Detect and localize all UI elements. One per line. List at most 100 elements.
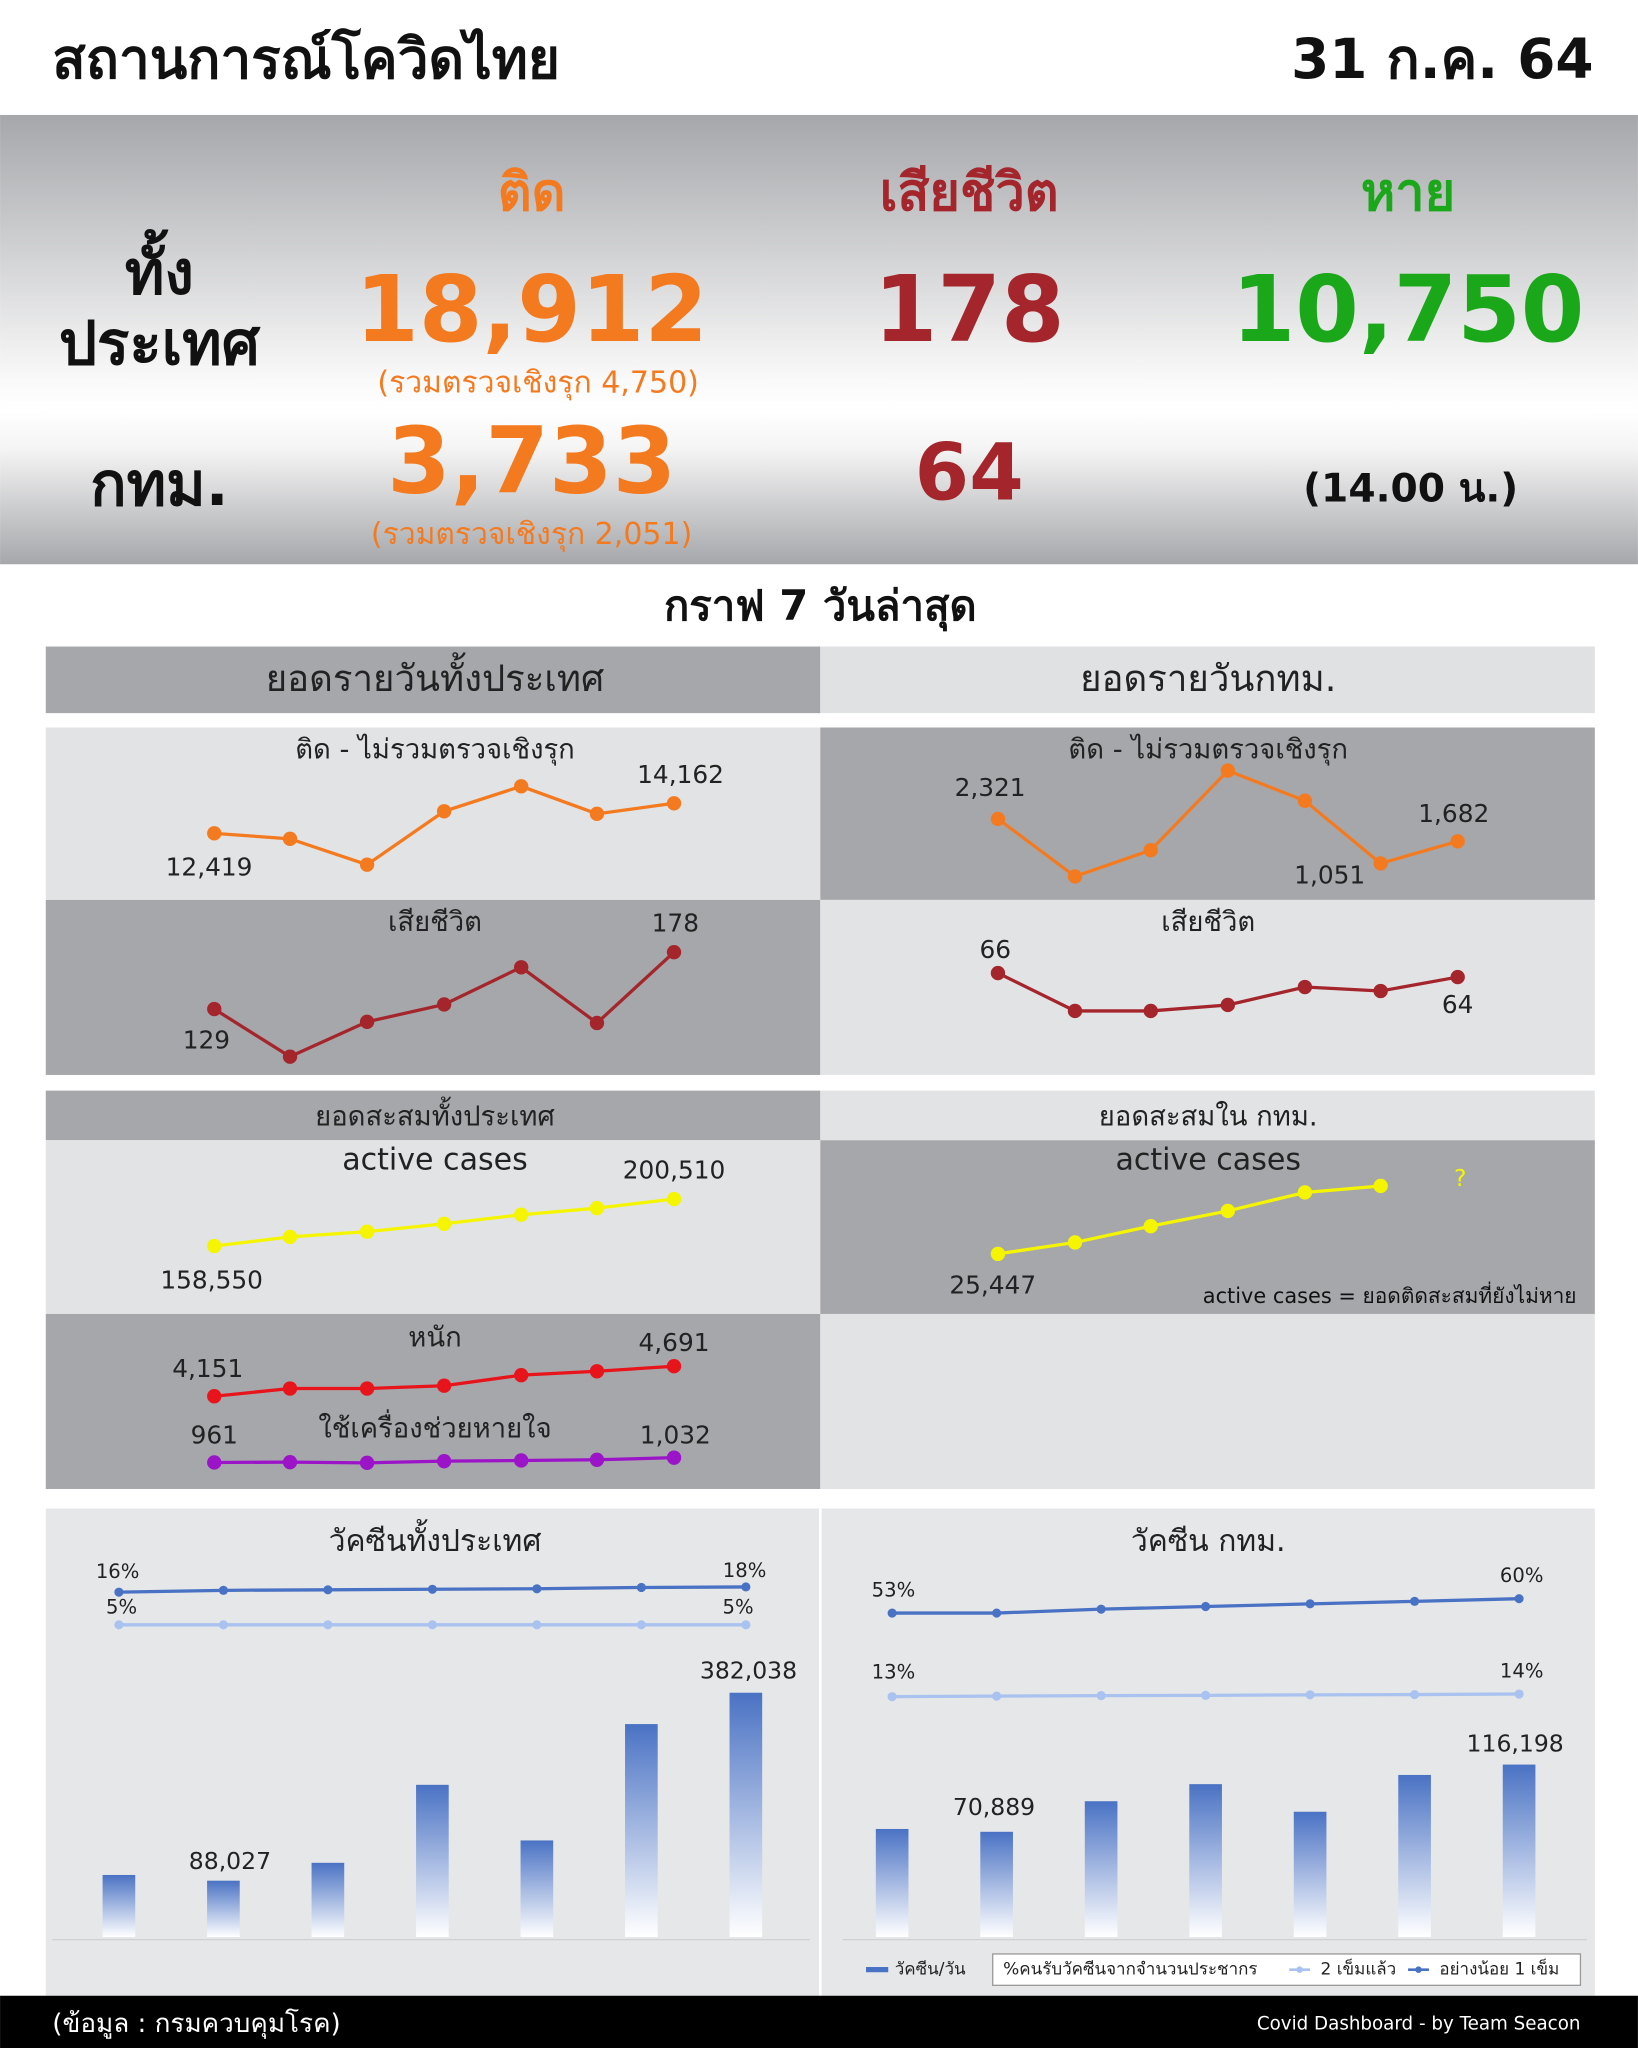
point	[282, 1049, 298, 1064]
point	[990, 1246, 1006, 1262]
data-label: 60%	[1500, 1564, 1544, 1587]
legend-title: %คนรับวัคซีนจากจำนวนประชากร	[1003, 1960, 1257, 1980]
stat-value: 3,733	[387, 407, 676, 514]
chart-title: เสียชีวิต	[1161, 907, 1255, 938]
point	[666, 1191, 682, 1207]
bar	[1398, 1774, 1431, 1937]
point	[427, 1620, 437, 1630]
point	[589, 1364, 605, 1379]
bar	[207, 1880, 240, 1937]
point	[1514, 1689, 1524, 1699]
bar	[1293, 1811, 1327, 1937]
summary-band	[0, 411, 1638, 565]
point	[1410, 1596, 1420, 1606]
point	[514, 779, 529, 794]
point	[207, 826, 222, 841]
point	[636, 1582, 646, 1593]
point	[218, 1620, 228, 1630]
panel	[820, 727, 1595, 900]
date: 31 ก.ค. 64	[1291, 27, 1593, 91]
stat-note: (รวมตรวจเชิงรุก 2,051)	[371, 517, 692, 553]
panel	[45, 727, 821, 900]
data-label: 14,162	[637, 760, 724, 789]
bar	[625, 1724, 658, 1937]
annotation: active cases = ยอดติดสะสมที่ยังไม่หาย	[1203, 1281, 1577, 1308]
data-label: 178	[652, 909, 699, 938]
point	[1450, 834, 1465, 849]
data-label: 1,032	[640, 1421, 711, 1450]
data-label: 16%	[96, 1560, 140, 1583]
data-label: 53%	[872, 1578, 916, 1601]
data-label: 4,151	[172, 1354, 243, 1383]
point	[207, 1389, 222, 1404]
data-label: 1,051	[1294, 860, 1365, 889]
stat-note: (14.00 น.)	[1303, 467, 1518, 512]
chart-title: ติด - ไม่รวมตรวจเชิงรุก	[1068, 734, 1348, 767]
point	[359, 1224, 375, 1239]
data-label: 14%	[1500, 1659, 1544, 1682]
chart-title: ใช้เครื่องช่วยหายใจ	[318, 1410, 551, 1445]
panel-header	[820, 1090, 1595, 1141]
legend-swatch	[1296, 1966, 1303, 1973]
point	[589, 1015, 605, 1031]
stat-value: 10,750	[1232, 256, 1585, 363]
point	[323, 1585, 333, 1595]
column-label: หาย	[1361, 163, 1455, 223]
panel-title: ยอดรายวันกทม.	[1080, 657, 1336, 700]
point	[1305, 1690, 1315, 1700]
legend-swatch	[866, 1967, 889, 1973]
point	[514, 1453, 529, 1468]
point	[1201, 1690, 1211, 1700]
bar	[102, 1874, 136, 1937]
point	[1305, 1599, 1315, 1609]
summary-band	[0, 114, 1638, 412]
point	[1201, 1601, 1211, 1612]
data-label: 116,198	[1467, 1729, 1564, 1757]
point	[589, 1200, 605, 1216]
point	[1096, 1691, 1106, 1701]
column-label: เสียชีวิต	[880, 163, 1059, 223]
row-label: กทม.	[90, 450, 228, 520]
point	[992, 1691, 1002, 1701]
panel	[45, 899, 821, 1075]
chart-title: วัคซีน กทม.	[1131, 1524, 1286, 1559]
footer	[0, 1995, 1638, 2048]
point	[1220, 1203, 1235, 1219]
point	[436, 804, 452, 819]
title: สถานการณ์โควิดไทย	[52, 27, 560, 91]
data-label: 12,419	[166, 853, 253, 882]
legend-label: 2 เข็มแล้ว	[1321, 1959, 1397, 1980]
data-label: 64	[1442, 990, 1474, 1019]
point	[666, 1359, 682, 1374]
panel-header	[45, 1090, 821, 1141]
data-label: 88,027	[189, 1847, 271, 1875]
data-label: 18%	[723, 1559, 767, 1582]
data-label: 66	[980, 935, 1012, 964]
point	[741, 1582, 751, 1592]
data-label: 4,691	[639, 1328, 710, 1357]
legend-label: วัคซีน/วัน	[895, 1960, 966, 1980]
point	[1410, 1689, 1420, 1700]
data-label: 382,038	[700, 1656, 797, 1684]
point	[436, 1453, 452, 1469]
panel-title: ยอดสะสมทั้งประเทศ	[315, 1097, 555, 1133]
data-label: 13%	[872, 1661, 916, 1684]
point	[359, 857, 375, 872]
source: (ข้อมูล : กรมควบคุมโรค)	[52, 2008, 340, 2039]
point	[427, 1584, 437, 1594]
point	[359, 1455, 375, 1471]
panel-title: ยอดรายวันทั้งประเทศ	[266, 652, 605, 700]
point	[532, 1584, 542, 1594]
point	[359, 1014, 375, 1030]
point	[359, 1381, 375, 1396]
point	[666, 944, 682, 960]
line	[997, 1184, 1381, 1256]
data-label: 25,447	[949, 1271, 1036, 1300]
legend-label: อย่างน้อย 1 เข็ม	[1439, 1959, 1559, 1980]
credit: Covid Dashboard - by Team Seacon	[1257, 2013, 1581, 2034]
panel	[820, 1313, 1595, 1489]
bar	[875, 1828, 909, 1937]
chart-title: active cases	[342, 1143, 528, 1178]
point	[1373, 983, 1388, 999]
